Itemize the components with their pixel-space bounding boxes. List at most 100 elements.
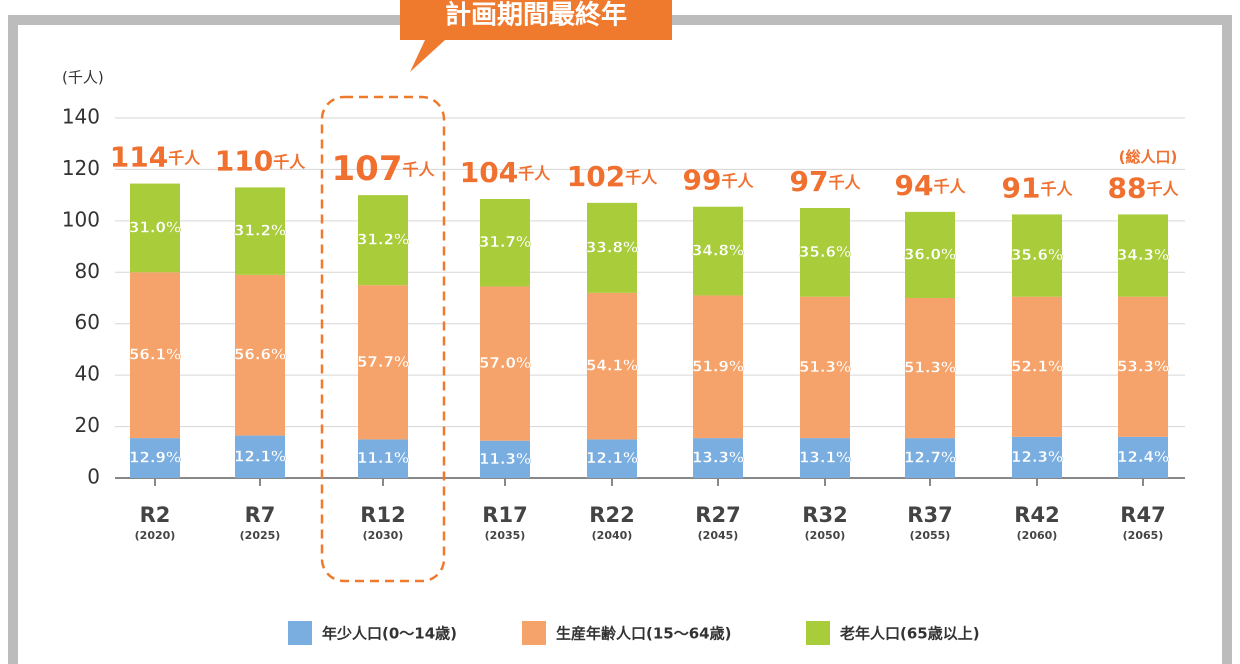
bar-segment: [235, 187, 285, 275]
x-tick-label: R7: [245, 503, 276, 527]
bar-segment: [235, 435, 285, 478]
total-annotation: (総人口): [1119, 148, 1178, 166]
y-tick-label: 140: [62, 105, 100, 129]
segment-label: 51.3%: [799, 358, 851, 376]
total-label: 97千人: [790, 165, 862, 198]
segment-label: 57.0%: [479, 354, 531, 372]
y-tick-label: 100: [62, 207, 100, 231]
legend-label: 老年人口(65歳以上): [839, 625, 980, 643]
total-value: 88: [1108, 171, 1147, 204]
bar-segment: [480, 199, 530, 287]
x-year-label: (2030): [363, 529, 404, 542]
legend-label: 生産年齢人口(15〜64歳): [556, 625, 731, 643]
total-label: 91千人: [1002, 171, 1074, 204]
x-year-label: (2065): [1123, 529, 1164, 542]
segment-label: 12.3%: [1011, 448, 1063, 466]
segment-label: 35.6%: [799, 243, 851, 261]
segment-label: 12.1%: [586, 449, 638, 467]
legend-swatch: [806, 621, 830, 645]
x-year-label: (2025): [240, 529, 281, 542]
y-tick-label: 20: [75, 413, 100, 437]
total-unit: 千人: [1146, 179, 1179, 198]
x-tick-label: R42: [1014, 503, 1059, 527]
segment-label: 36.0%: [904, 245, 956, 263]
segment-label: 12.1%: [234, 447, 286, 465]
y-unit-label: (千人): [62, 69, 104, 87]
bar-segment: [130, 183, 180, 273]
x-year-label: (2060): [1017, 529, 1058, 542]
segment-label: 56.1%: [129, 346, 181, 364]
y-tick-label: 60: [75, 310, 100, 334]
y-tick-label: 0: [87, 465, 100, 489]
total-value: 99: [683, 164, 722, 197]
bar-segment: [480, 440, 530, 478]
callout: [400, 0, 672, 72]
bar-segment: [1118, 214, 1168, 297]
total-label: 104千人: [460, 156, 551, 189]
total-value: 104: [460, 156, 518, 189]
bar-segment: [800, 438, 850, 478]
total-value: 94: [895, 169, 934, 202]
bar-segment: [800, 208, 850, 297]
segment-label: 34.3%: [1117, 246, 1169, 264]
x-tick-label: R47: [1120, 503, 1165, 527]
segment-label: 57.7%: [357, 353, 409, 371]
total-label: 110千人: [215, 144, 306, 177]
total-unit: 千人: [273, 152, 306, 171]
segment-label: 31.2%: [234, 222, 286, 240]
callout-text: 計画期間最終年: [445, 0, 627, 31]
bar-segment: [480, 286, 530, 441]
total-unit: 千人: [518, 164, 551, 183]
x-tick-label: R2: [140, 503, 171, 527]
bar-segment: [130, 438, 180, 478]
total-label: 114千人: [110, 141, 201, 174]
bar-segment: [905, 438, 955, 478]
segment-label: 13.1%: [799, 449, 851, 467]
total-unit: 千人: [1040, 179, 1073, 198]
total-unit: 千人: [168, 148, 201, 167]
bar-segment: [693, 295, 743, 439]
total-unit: 千人: [402, 160, 435, 179]
x-tick-label: R37: [907, 503, 952, 527]
segment-label: 33.8%: [586, 238, 638, 256]
total-unit: 千人: [828, 173, 861, 192]
total-label: 102千人: [567, 160, 658, 193]
x-tick-label: R22: [589, 503, 634, 527]
y-tick-label: 40: [75, 362, 100, 386]
segment-label: 56.6%: [234, 346, 286, 364]
bar-segment: [358, 439, 408, 478]
x-year-label: (2050): [805, 529, 846, 542]
y-tick-label: 80: [75, 259, 100, 283]
bar-segment: [693, 206, 743, 296]
segment-label: 11.1%: [357, 449, 409, 467]
bar-segment: [587, 292, 637, 440]
legend-label: 年少人口(0〜14歳): [322, 625, 457, 643]
x-year-label: (2020): [135, 529, 176, 542]
bar-segment: [1012, 296, 1062, 437]
segment-label: 51.9%: [692, 357, 744, 375]
x-year-label: (2035): [485, 529, 526, 542]
total-value: 110: [215, 144, 273, 177]
bar-segment: [130, 272, 180, 439]
total-value: 107: [332, 149, 403, 189]
x-tick-label: R17: [482, 503, 527, 527]
x-tick-label: R12: [360, 503, 405, 527]
x-year-label: (2045): [698, 529, 739, 542]
bar-segment: [587, 439, 637, 478]
bar-segment: [358, 285, 408, 440]
bar-segment: [800, 296, 850, 439]
segment-label: 13.3%: [692, 449, 744, 467]
total-label: 107千人: [332, 149, 436, 189]
bar-segment: [693, 438, 743, 478]
x-tick-label: R27: [695, 503, 740, 527]
segment-label: 52.1%: [1011, 357, 1063, 375]
segment-label: 53.3%: [1117, 357, 1169, 375]
segment-label: 34.8%: [692, 242, 744, 260]
bar-segment: [1118, 296, 1168, 437]
segment-label: 54.1%: [586, 357, 638, 375]
legend-swatch: [522, 621, 546, 645]
segment-label: 31.0%: [129, 218, 181, 236]
segment-label: 12.7%: [904, 449, 956, 467]
highlight-box: [320, 95, 446, 583]
